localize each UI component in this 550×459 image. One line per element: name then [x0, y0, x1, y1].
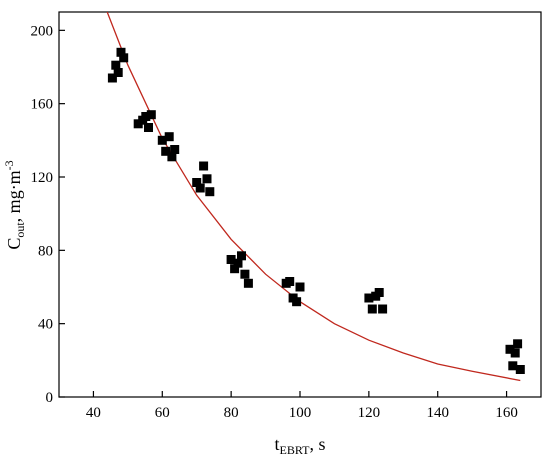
data-point [285, 277, 295, 286]
data-point [374, 288, 384, 297]
y-axis-title: Cout, mg·m-3 [2, 160, 27, 249]
y-tick-label: 200 [31, 23, 54, 39]
x-tick-label: 160 [495, 405, 518, 421]
data-point [505, 344, 515, 354]
y-tick-label: 40 [38, 317, 53, 333]
x-axis-title-rest: , s [309, 434, 325, 454]
data-points [107, 47, 525, 374]
data-point [192, 178, 202, 187]
y-tick-label: 80 [38, 243, 53, 259]
data-point [199, 161, 209, 171]
data-point [233, 258, 243, 268]
data-point [243, 278, 253, 288]
x-axis-title-main: t [275, 434, 280, 454]
y-axis-title-sup: -3 [2, 160, 16, 170]
data-point [205, 187, 215, 197]
data-point [113, 68, 123, 77]
data-point [202, 174, 212, 184]
data-point [144, 123, 153, 132]
data-point [157, 135, 167, 145]
x-tick-label: 100 [289, 405, 312, 421]
data-point [116, 47, 126, 57]
data-point [367, 304, 377, 314]
x-axis-title: tEBRT, s [275, 434, 326, 457]
data-point [119, 53, 129, 63]
data-point [141, 112, 151, 121]
data-point [240, 269, 250, 279]
data-point [295, 282, 305, 292]
data-point [146, 110, 156, 120]
x-tick-label: 120 [358, 405, 381, 421]
y-axis-title-sub: out [13, 222, 27, 238]
data-point [364, 293, 374, 303]
x-tick-label: 140 [426, 405, 449, 421]
data-point [292, 297, 302, 307]
x-tick-label: 40 [86, 405, 101, 421]
data-point [195, 183, 205, 193]
y-axis-ticks: 0 40 80 120 160 200 [31, 23, 65, 406]
x-tick-label: 60 [155, 405, 170, 421]
y-axis-title-main: C [4, 238, 24, 250]
data-point [111, 60, 121, 70]
x-tick-label: 80 [224, 405, 239, 421]
data-point [170, 145, 180, 154]
data-point [107, 73, 117, 83]
data-point [167, 152, 177, 162]
data-point [230, 264, 240, 274]
data-point [510, 348, 520, 358]
x-axis-ticks: 40 60 80 100 120 140 160 [86, 391, 518, 421]
data-point [378, 304, 388, 314]
y-axis-title-rest: , mg·m [4, 170, 24, 222]
data-point [237, 251, 246, 261]
data-point [226, 255, 236, 264]
y-tick-label: 160 [31, 97, 54, 113]
y-tick-label: 0 [46, 390, 54, 406]
data-point [164, 132, 174, 142]
y-tick-label: 120 [31, 170, 54, 186]
data-point [515, 365, 525, 374]
data-point [508, 361, 518, 371]
fit-curve [106, 12, 521, 382]
data-point [513, 339, 523, 349]
plot-frame [58, 11, 542, 398]
x-axis-title-sub: EBRT [280, 443, 311, 457]
data-point [161, 146, 171, 156]
